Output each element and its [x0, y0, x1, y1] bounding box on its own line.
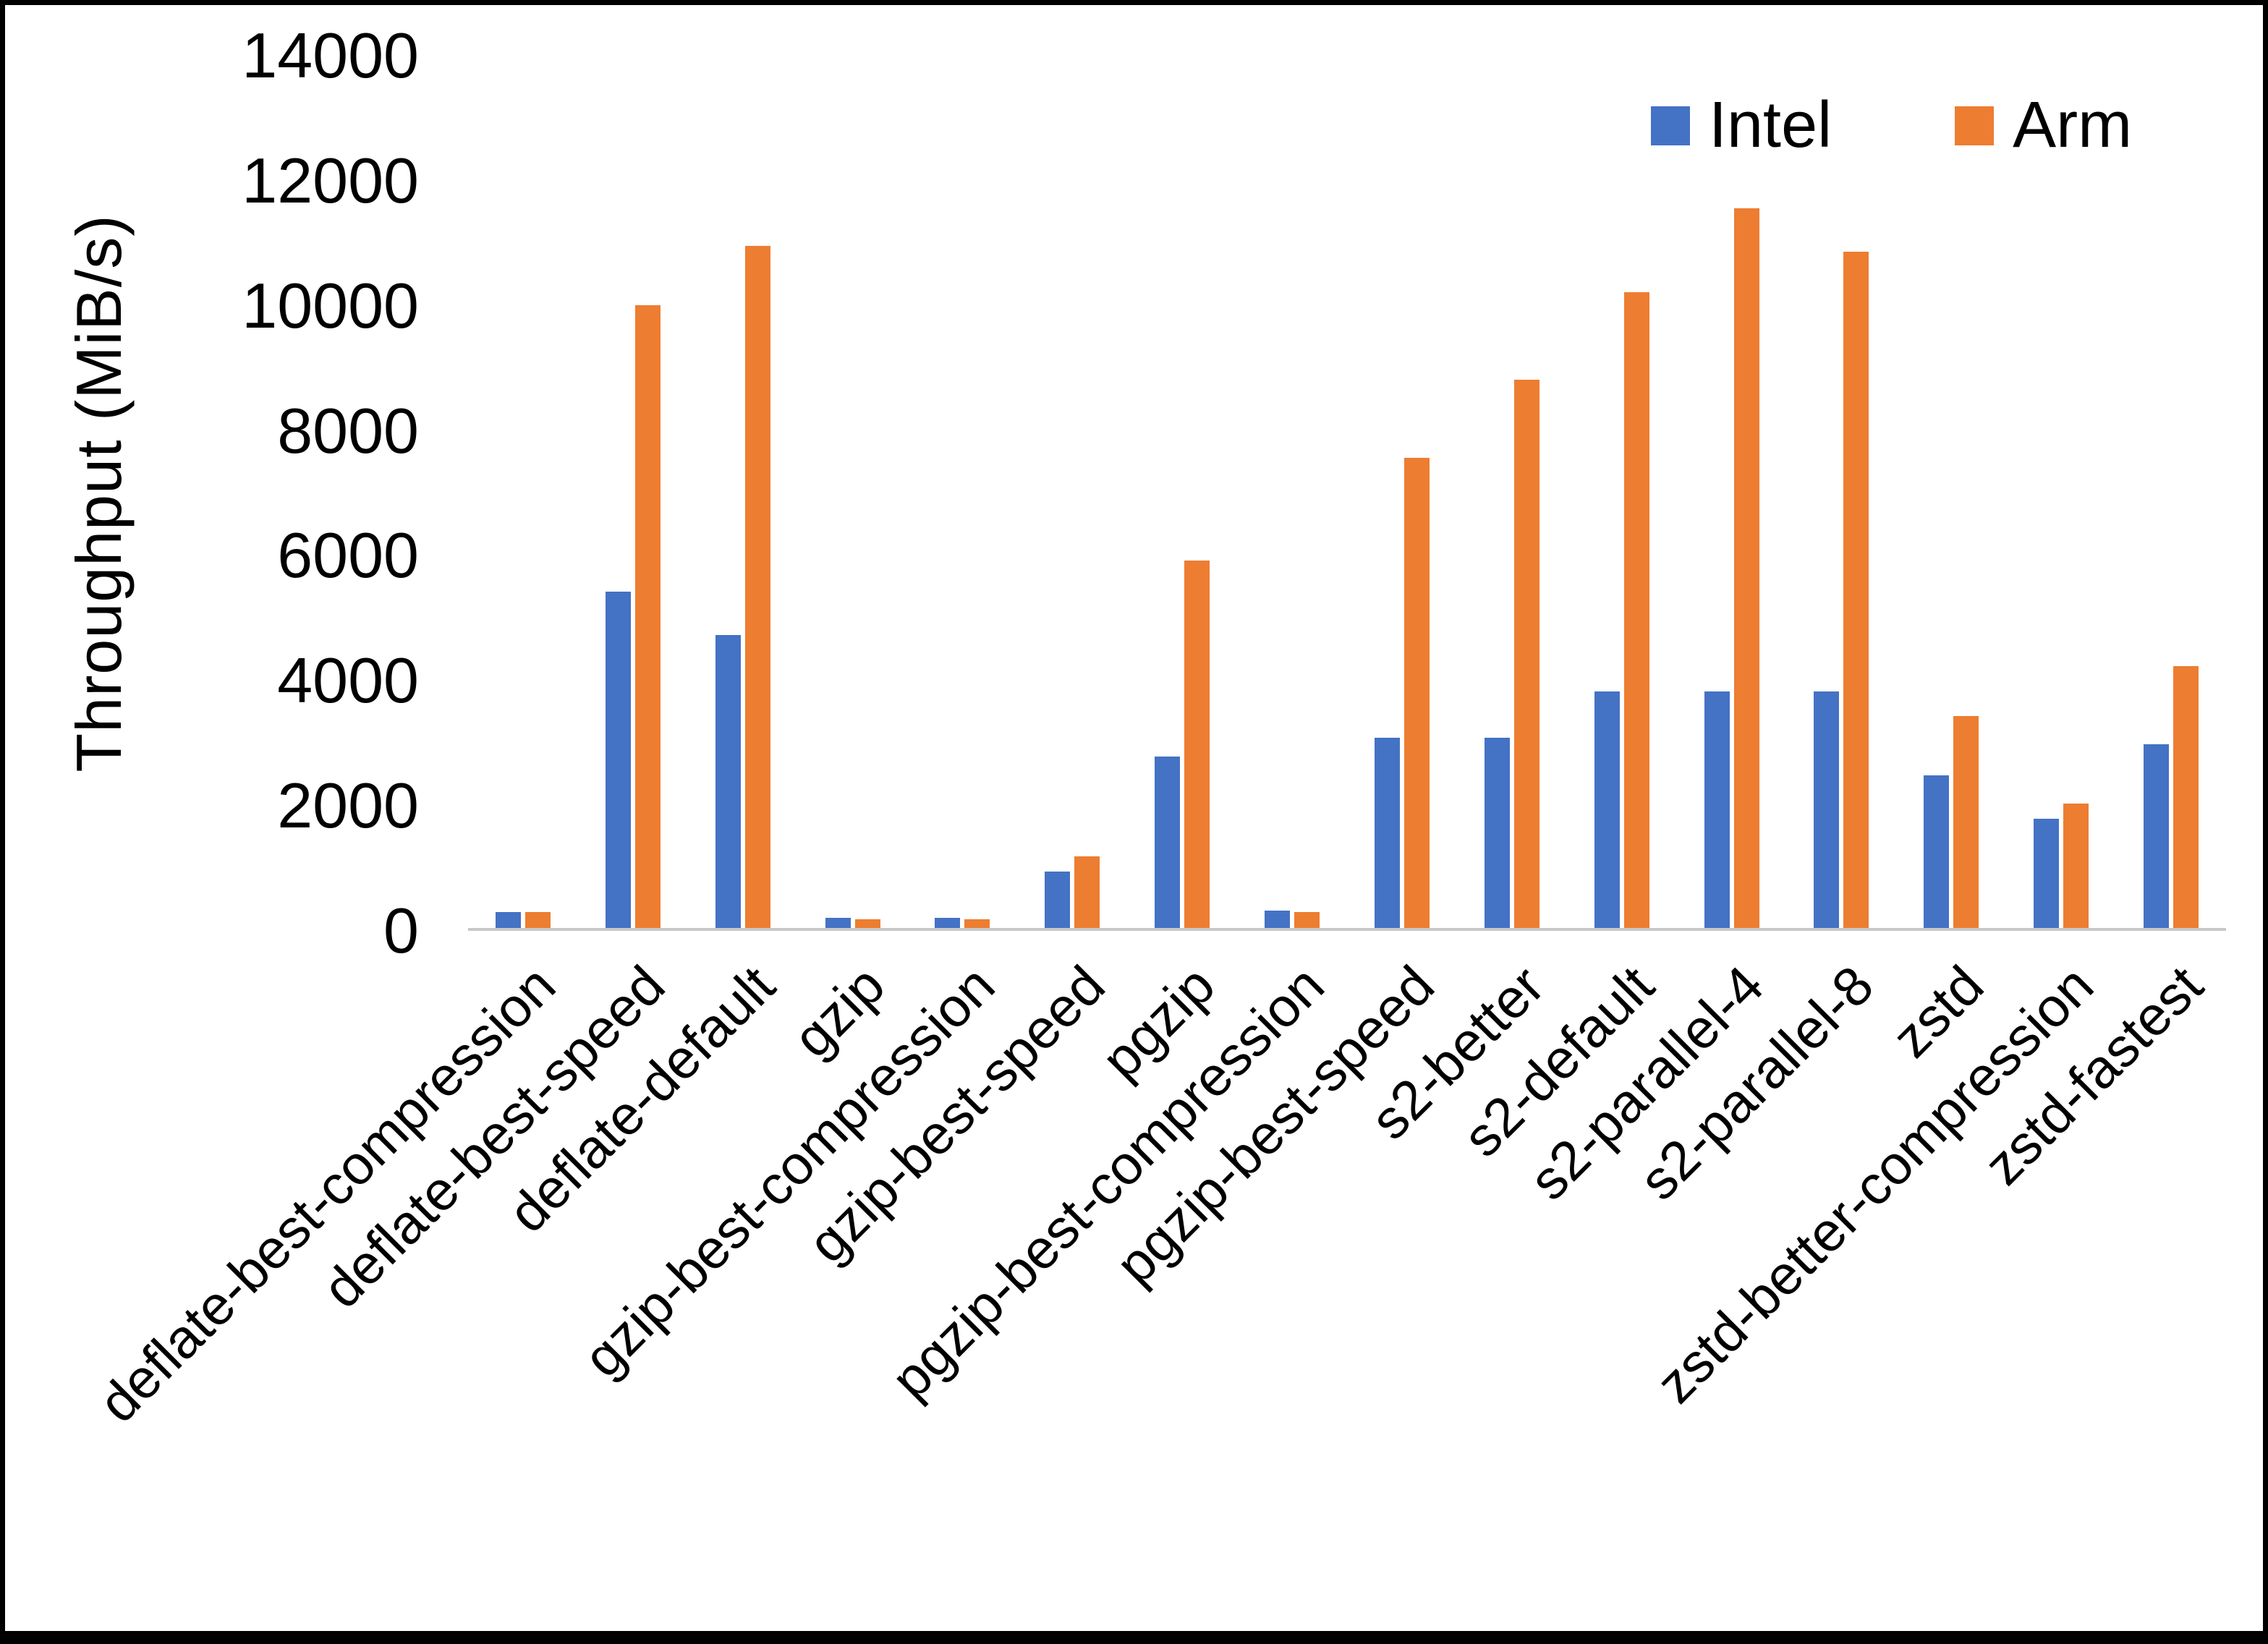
y-axis-tick-label-8000: 8000 [277, 394, 419, 467]
bar-intel-pgzip-best-compression [1265, 910, 1291, 928]
category-group-zstd [1896, 56, 2006, 928]
bar-arm-s2-default [1623, 292, 1649, 928]
bar-intel-gzip-best-speed [1045, 872, 1071, 928]
x-label-slot: zstd-fastest [1973, 935, 2226, 1528]
bar-intel-s2-default [1594, 691, 1620, 928]
category-group-deflate-best-compression [468, 56, 578, 928]
bar-arm-s2-better [1513, 379, 1539, 928]
bar-arm-pgzip-best-compression [1294, 911, 1320, 928]
bar-intel-deflate-best-compression [495, 911, 521, 928]
bar-intel-s2-parallel-4 [1704, 691, 1730, 928]
y-axis-tick-label-6000: 6000 [277, 519, 419, 592]
category-group-gzip [798, 56, 908, 928]
y-axis-tick-label-2000: 2000 [277, 770, 419, 842]
x-axis-label-deflate-best-compression: deflate-best-compression [87, 954, 567, 1435]
bar-intel-gzip-best-compression [935, 918, 961, 928]
bar-arm-zstd [1953, 716, 1979, 928]
y-axis-tick-label-10000: 10000 [242, 269, 419, 341]
bar-arm-gzip [854, 919, 880, 928]
bar-arm-s2-parallel-8 [1843, 252, 1869, 928]
category-group-pgzip-best-compression [1237, 56, 1347, 928]
bar-arm-s2-parallel-4 [1733, 208, 1759, 928]
bar-arm-deflate-best-compression [524, 912, 551, 928]
category-group-s2-default [1567, 56, 1677, 928]
bar-intel-gzip [825, 918, 851, 928]
arm-color-swatch-icon [1955, 106, 1995, 145]
x-axis-labels: deflate-best-compression deflate-best-spe… [87, 935, 2226, 1528]
y-axis-tick-label-12000: 12000 [242, 144, 419, 216]
bar-intel-s2-better [1484, 738, 1510, 928]
plot-area [468, 56, 2226, 931]
category-group-zstd-better-compression [2006, 56, 2116, 928]
category-group-gzip-best-compression [908, 56, 1018, 928]
bar-arm-gzip-best-compression [964, 919, 990, 928]
x-label-slot: gzip-best-compression [572, 935, 1018, 1528]
bar-intel-deflate-default [715, 635, 741, 928]
y-axis-tick-label-0: 0 [383, 895, 419, 966]
category-group-gzip-best-speed [1017, 56, 1127, 928]
bar-arm-deflate-default [744, 245, 770, 928]
bar-arm-gzip-best-speed [1074, 856, 1100, 928]
category-group-s2-parallel-8 [1787, 56, 1897, 928]
bar-arm-zstd-better-compression [2063, 803, 2089, 928]
category-group-deflate-best-speed [578, 56, 688, 928]
y-axis-tick-label-14000: 14000 [242, 20, 419, 91]
bar-intel-zstd-better-compression [2034, 819, 2060, 928]
y-axis-tick-labels: 0 2000 4000 6000 8000 10000 12000 14000 [5, 20, 419, 966]
bar-intel-s2-parallel-8 [1814, 691, 1840, 928]
category-group-s2-better [1457, 56, 1567, 928]
y-axis-tick-label-4000: 4000 [277, 644, 419, 717]
category-group-zstd-fastest [2116, 56, 2226, 928]
legend: Intel Arm [1651, 88, 2132, 163]
bar-arm-pgzip-best-speed [1403, 457, 1430, 928]
legend-label-intel: Intel [1709, 89, 1832, 161]
bar-intel-pgzip [1155, 757, 1181, 928]
bar-intel-pgzip-best-speed [1374, 738, 1400, 928]
category-group-pgzip-best-speed [1347, 56, 1457, 928]
bar-intel-deflate-best-speed [605, 591, 631, 928]
legend-item-intel: Intel [1651, 88, 1832, 163]
bar-arm-pgzip [1184, 560, 1210, 928]
intel-color-swatch-icon [1651, 106, 1690, 145]
category-group-s2-parallel-4 [1677, 56, 1787, 928]
category-group-pgzip [1127, 56, 1237, 928]
bar-intel-zstd [1924, 775, 1950, 928]
bar-arm-deflate-best-speed [634, 304, 661, 928]
legend-label-arm: Arm [2013, 89, 2133, 161]
bar-arm-zstd-fastest [2173, 666, 2199, 928]
legend-item-arm: Arm [1955, 88, 2132, 163]
category-group-deflate-default [688, 56, 798, 928]
bar-intel-zstd-fastest [2144, 744, 2170, 928]
